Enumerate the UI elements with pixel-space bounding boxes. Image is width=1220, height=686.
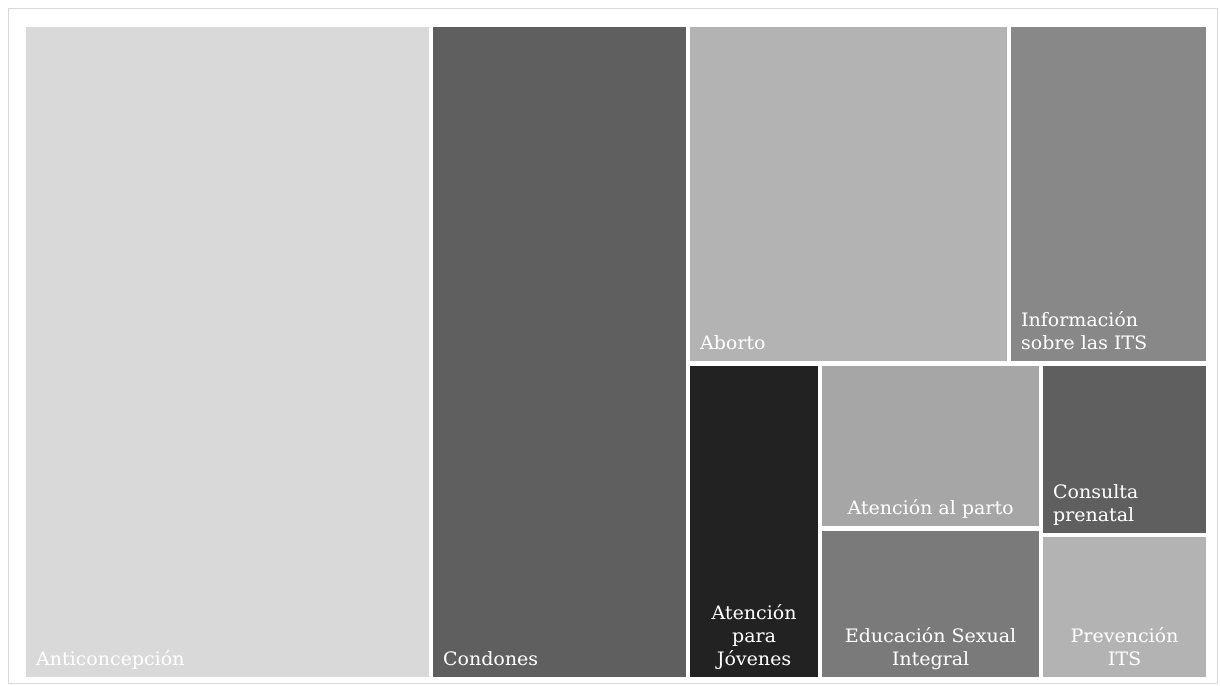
tile-label: Información sobre las ITS bbox=[1021, 309, 1147, 354]
tile-rect bbox=[26, 27, 429, 677]
chart-frame: Anticoncepción Condones Aborto Información s… bbox=[8, 8, 1218, 684]
tile-rect bbox=[690, 27, 1007, 361]
tile-rect bbox=[1043, 366, 1206, 533]
tile-prevencion-its: Prevención ITS bbox=[1043, 537, 1206, 677]
tile-label: Condones bbox=[443, 648, 538, 670]
tile-label: Prevención ITS bbox=[1071, 625, 1179, 670]
tile-label: Atención para Jóvenes bbox=[711, 602, 797, 670]
tile-label: Anticoncepción bbox=[35, 648, 184, 670]
tile-educacion-sexual-integral: Educación Sexual Integral bbox=[822, 531, 1039, 677]
tile-label: Atención al parto bbox=[846, 497, 1013, 519]
tile-label: Educación Sexual Integral bbox=[845, 625, 1016, 670]
tile-informacion-sobre-las-its: Información sobre las ITS bbox=[1011, 27, 1206, 361]
tile-rect bbox=[1011, 27, 1206, 361]
treemap-chart: Anticoncepción Condones Aborto Información s… bbox=[26, 27, 1206, 677]
tile-rect bbox=[1043, 537, 1206, 677]
tile-atencion-al-parto: Atención al parto bbox=[822, 366, 1039, 526]
tile-aborto: Aborto bbox=[690, 27, 1007, 361]
tile-consulta-prenatal: Consulta prenatal bbox=[1043, 366, 1206, 533]
tile-anticoncepcion: Anticoncepción bbox=[26, 27, 429, 677]
tile-label: Aborto bbox=[699, 332, 765, 354]
tile-atencion-para-jovenes: Atención para Jóvenes bbox=[690, 366, 818, 677]
tile-condones: Condones bbox=[433, 27, 686, 677]
tile-rect bbox=[690, 366, 818, 677]
tile-rect bbox=[822, 531, 1039, 677]
tile-rect bbox=[822, 366, 1039, 526]
tile-label: Consulta prenatal bbox=[1053, 481, 1138, 526]
tile-rect bbox=[433, 27, 686, 677]
